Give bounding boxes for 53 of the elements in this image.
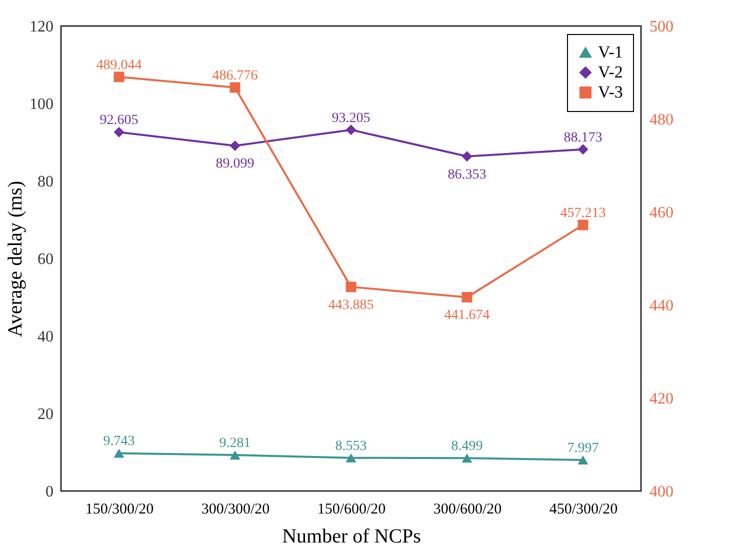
data-label: 92.605 <box>100 113 138 128</box>
y-tick-label: 100 <box>30 96 54 113</box>
point <box>346 124 356 136</box>
data-label: 486.776 <box>212 68 258 84</box>
point <box>114 448 124 458</box>
y2-tick-label: 440 <box>650 298 674 314</box>
y2-tick-label: 420 <box>650 390 674 408</box>
x-tick-label: 150/600/20 <box>317 502 386 518</box>
x-tick-label: 450/300/20 <box>549 502 618 518</box>
data-label: 88.173 <box>564 130 602 146</box>
point <box>230 140 240 151</box>
data-label: 86.353 <box>448 167 486 182</box>
y2-tick-label: 480 <box>650 112 674 128</box>
data-label: 89.099 <box>216 156 254 172</box>
y-tick-label: 80 <box>38 174 54 190</box>
data-label: 443.885 <box>328 298 374 313</box>
data-label: 93.205 <box>332 110 370 126</box>
legend-label: V-2 <box>598 62 623 82</box>
point <box>230 82 240 93</box>
x-axis-title: Number of NCPs <box>282 526 422 548</box>
y2-tick-label: 400 <box>650 484 674 500</box>
data-label: 8.553 <box>335 438 367 454</box>
data-label: 8.499 <box>451 439 483 454</box>
x-tick-label: 300/300/20 <box>201 502 270 518</box>
y-tick-label: 60 <box>38 251 54 268</box>
y-tick-label: 120 <box>30 18 54 36</box>
point <box>462 454 472 463</box>
x-tick-label: 300/600/20 <box>433 502 502 518</box>
y2-tick-label: 460 <box>650 204 674 222</box>
point <box>578 455 588 465</box>
point <box>114 72 124 82</box>
y-tick-label: 20 <box>38 406 54 423</box>
data-label: 457.213 <box>560 206 606 221</box>
legend-label: V-3 <box>598 82 623 102</box>
point <box>462 151 472 162</box>
data-label: 489.044 <box>96 58 142 73</box>
point <box>578 144 588 155</box>
point <box>346 453 356 462</box>
point <box>578 220 588 230</box>
data-label: 9.281 <box>219 436 251 452</box>
y-tick-label: 0 <box>46 484 54 500</box>
data-label: 7.997 <box>567 441 599 456</box>
x-tick-label: 150/300/20 <box>85 502 154 518</box>
point <box>346 282 356 292</box>
point <box>230 450 240 460</box>
data-label: 441.674 <box>444 308 490 324</box>
y-tick-label: 40 <box>38 328 54 346</box>
y-axis-title: Average delay (ms) <box>4 180 26 338</box>
point <box>462 292 472 302</box>
point <box>114 126 124 138</box>
data-label: 9.743 <box>103 434 135 450</box>
y2-tick-label: 500 <box>650 18 674 36</box>
legend-label: V-1 <box>598 42 623 62</box>
